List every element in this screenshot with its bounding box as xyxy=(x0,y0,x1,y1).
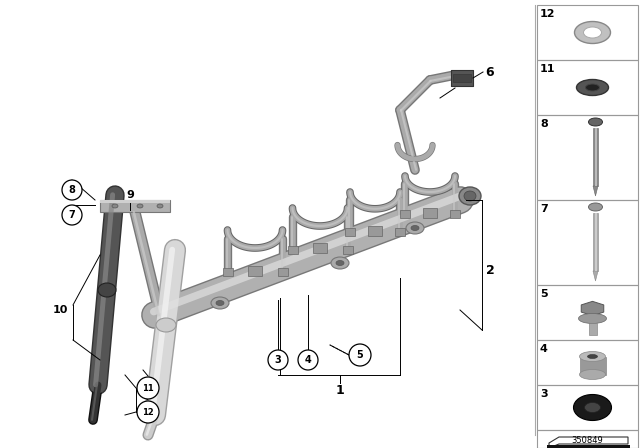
Ellipse shape xyxy=(336,260,344,266)
Polygon shape xyxy=(581,302,604,316)
Text: 11: 11 xyxy=(142,383,154,392)
Bar xyxy=(589,323,596,335)
Ellipse shape xyxy=(579,352,605,362)
Ellipse shape xyxy=(411,225,419,231)
Text: 350849: 350849 xyxy=(572,436,604,445)
Bar xyxy=(313,243,327,253)
Ellipse shape xyxy=(459,187,481,205)
Ellipse shape xyxy=(589,203,602,211)
Polygon shape xyxy=(593,271,598,281)
Ellipse shape xyxy=(588,354,598,358)
Circle shape xyxy=(62,205,82,225)
Bar xyxy=(345,228,355,236)
Ellipse shape xyxy=(579,314,607,323)
Text: 11: 11 xyxy=(540,64,556,74)
Ellipse shape xyxy=(157,204,163,208)
Bar xyxy=(342,246,353,254)
Bar xyxy=(451,70,473,86)
Bar xyxy=(395,228,405,236)
Text: 3: 3 xyxy=(275,355,282,365)
Bar xyxy=(579,357,605,375)
Bar xyxy=(450,210,460,218)
Text: 4: 4 xyxy=(540,344,548,354)
Ellipse shape xyxy=(584,402,600,413)
Ellipse shape xyxy=(98,283,116,297)
Bar xyxy=(248,266,262,276)
Ellipse shape xyxy=(586,84,600,91)
Text: 5: 5 xyxy=(356,350,364,360)
Ellipse shape xyxy=(575,22,611,43)
Text: 1: 1 xyxy=(335,383,344,396)
Circle shape xyxy=(137,377,159,399)
Polygon shape xyxy=(547,445,630,448)
Bar xyxy=(100,200,170,203)
Text: 6: 6 xyxy=(486,65,494,78)
Ellipse shape xyxy=(112,204,118,208)
Text: 7: 7 xyxy=(68,210,76,220)
Bar xyxy=(537,60,638,115)
Ellipse shape xyxy=(589,118,602,126)
Text: 8: 8 xyxy=(68,185,76,195)
Text: 9: 9 xyxy=(126,190,134,200)
Bar xyxy=(453,74,471,82)
Bar xyxy=(537,115,638,200)
Bar xyxy=(278,268,287,276)
Text: 4: 4 xyxy=(305,355,312,365)
Bar xyxy=(287,246,298,254)
Ellipse shape xyxy=(211,297,229,309)
Circle shape xyxy=(268,350,288,370)
Bar xyxy=(593,213,598,271)
Text: 10: 10 xyxy=(52,305,68,315)
Bar xyxy=(537,340,638,385)
Ellipse shape xyxy=(216,301,224,306)
Bar xyxy=(593,128,598,186)
Text: 5: 5 xyxy=(540,289,548,299)
Bar xyxy=(537,385,638,430)
Bar xyxy=(223,268,232,276)
Text: 8: 8 xyxy=(540,119,548,129)
Circle shape xyxy=(137,401,159,423)
Bar xyxy=(595,128,596,186)
Polygon shape xyxy=(593,186,598,196)
Bar xyxy=(537,285,638,340)
Ellipse shape xyxy=(406,222,424,234)
Ellipse shape xyxy=(573,395,611,421)
Ellipse shape xyxy=(156,318,176,332)
Text: 3: 3 xyxy=(540,389,548,399)
Ellipse shape xyxy=(137,204,143,208)
Text: 2: 2 xyxy=(486,263,494,276)
Bar xyxy=(400,210,410,218)
Text: 12: 12 xyxy=(540,9,556,19)
Bar xyxy=(368,226,382,236)
Ellipse shape xyxy=(464,191,476,201)
Bar xyxy=(595,213,596,271)
Text: 12: 12 xyxy=(142,408,154,417)
Bar xyxy=(537,200,638,285)
Ellipse shape xyxy=(331,257,349,269)
Ellipse shape xyxy=(579,370,605,379)
Polygon shape xyxy=(549,437,628,448)
Circle shape xyxy=(349,344,371,366)
Bar xyxy=(537,5,638,60)
Bar xyxy=(100,200,170,212)
Ellipse shape xyxy=(584,27,602,38)
Bar xyxy=(537,430,638,448)
Ellipse shape xyxy=(577,79,609,95)
Text: 7: 7 xyxy=(540,204,548,214)
Circle shape xyxy=(298,350,318,370)
Circle shape xyxy=(62,180,82,200)
Bar xyxy=(423,208,437,218)
